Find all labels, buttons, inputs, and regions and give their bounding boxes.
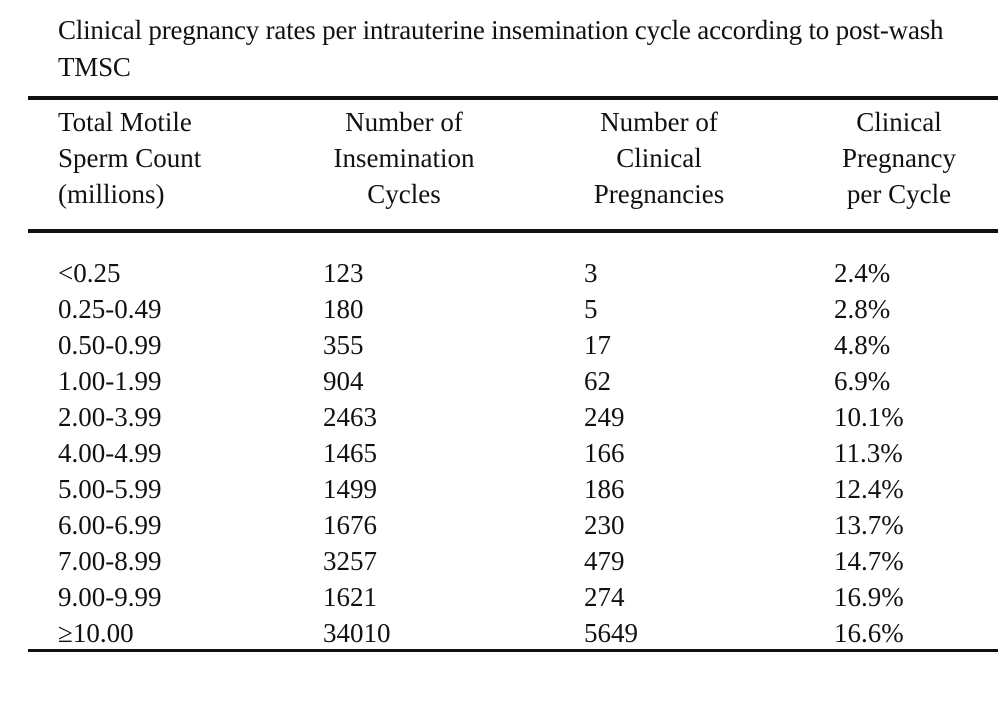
cell-tmsc: 1.00-1.99 (58, 366, 162, 396)
table-row: 5.00-5.99 1499 186 12.4% (0, 471, 1006, 507)
cell-pregnancies: 5649 (584, 618, 638, 648)
table-row: 0.50-0.99 355 17 4.8% (0, 327, 1006, 363)
cell-cycles: 1465 (323, 438, 377, 468)
header-line: Pregnancy (842, 143, 956, 173)
cell-cycles: 34010 (323, 618, 391, 648)
table-row: 2.00-3.99 2463 249 10.1% (0, 399, 1006, 435)
cell-pregnancies: 249 (584, 402, 625, 432)
cell-tmsc: 6.00-6.99 (58, 510, 162, 540)
cell-rate: 2.4% (834, 258, 891, 288)
table-header-rule (28, 229, 998, 233)
cell-rate: 11.3% (834, 438, 903, 468)
cell-cycles: 3257 (323, 546, 377, 576)
header-line: Total Motile (58, 107, 192, 137)
table-row: 9.00-9.99 1621 274 16.9% (0, 579, 1006, 615)
table-row: <0.25 123 3 2.4% (0, 255, 1006, 291)
cell-pregnancies: 3 (584, 258, 598, 288)
table-header: Total Motile Sperm Count (millions) Numb… (0, 104, 1006, 224)
cell-tmsc: 2.00-3.99 (58, 402, 162, 432)
cell-rate: 6.9% (834, 366, 891, 396)
table-caption: Clinical pregnancy rates per intrauterin… (58, 15, 944, 82)
cell-rate: 2.8% (834, 294, 891, 324)
cell-cycles: 904 (323, 366, 364, 396)
cell-rate: 10.1% (834, 402, 904, 432)
header-line: Clinical (856, 107, 942, 137)
cell-tmsc: 7.00-8.99 (58, 546, 162, 576)
cell-pregnancies: 17 (584, 330, 611, 360)
header-line: Cycles (367, 179, 441, 209)
cell-tmsc: 0.25-0.49 (58, 294, 162, 324)
cell-tmsc: <0.25 (58, 258, 121, 288)
cell-rate: 13.7% (834, 510, 904, 540)
cell-pregnancies: 166 (584, 438, 625, 468)
cell-cycles: 355 (323, 330, 364, 360)
header-line: Clinical (616, 143, 702, 173)
cell-pregnancies: 5 (584, 294, 598, 324)
table-row: ≥10.00 34010 5649 16.6% (0, 615, 1006, 651)
cell-pregnancies: 479 (584, 546, 625, 576)
header-line: Sperm Count (58, 143, 202, 173)
cell-pregnancies: 274 (584, 582, 625, 612)
cell-cycles: 123 (323, 258, 364, 288)
header-line: Insemination (333, 143, 475, 173)
cell-pregnancies: 62 (584, 366, 611, 396)
table-row: 4.00-4.99 1465 166 11.3% (0, 435, 1006, 471)
cell-cycles: 180 (323, 294, 364, 324)
cell-rate: 16.9% (834, 582, 904, 612)
header-insemination-cycles: Number of Insemination Cycles (310, 104, 498, 212)
cell-tmsc: 0.50-0.99 (58, 330, 162, 360)
table-bottom-rule (28, 649, 998, 652)
header-line: Pregnancies (593, 179, 725, 209)
table-top-rule (28, 96, 998, 100)
header-line: (millions) (58, 179, 165, 209)
cell-cycles: 1676 (323, 510, 377, 540)
cell-tmsc: ≥10.00 (58, 618, 134, 648)
cell-tmsc: 9.00-9.99 (58, 582, 162, 612)
cell-rate: 14.7% (834, 546, 904, 576)
header-line: per Cycle (846, 179, 952, 209)
table-row: 7.00-8.99 3257 479 14.7% (0, 543, 1006, 579)
table-row: 1.00-1.99 904 62 6.9% (0, 363, 1006, 399)
cell-pregnancies: 186 (584, 474, 625, 504)
cell-rate: 4.8% (834, 330, 891, 360)
cell-rate: 12.4% (834, 474, 904, 504)
cell-cycles: 1621 (323, 582, 377, 612)
table-row: 6.00-6.99 1676 230 13.7% (0, 507, 1006, 543)
header-clinical-pregnancies: Number of Clinical Pregnancies (570, 104, 748, 212)
cell-tmsc: 5.00-5.99 (58, 474, 162, 504)
cell-tmsc: 4.00-4.99 (58, 438, 162, 468)
cell-cycles: 1499 (323, 474, 377, 504)
header-line: Number of (345, 107, 463, 137)
cell-cycles: 2463 (323, 402, 377, 432)
table-body: <0.25 123 3 2.4% 0.25-0.49 180 5 2.8% 0.… (0, 255, 1006, 651)
table-row: 0.25-0.49 180 5 2.8% (0, 291, 1006, 327)
header-pregnancy-per-cycle: Clinical Pregnancy per Cycle (815, 104, 983, 212)
cell-pregnancies: 230 (584, 510, 625, 540)
header-total-motile-sperm-count: Total Motile Sperm Count (millions) (58, 104, 201, 212)
header-line: Number of (600, 107, 718, 137)
cell-rate: 16.6% (834, 618, 904, 648)
